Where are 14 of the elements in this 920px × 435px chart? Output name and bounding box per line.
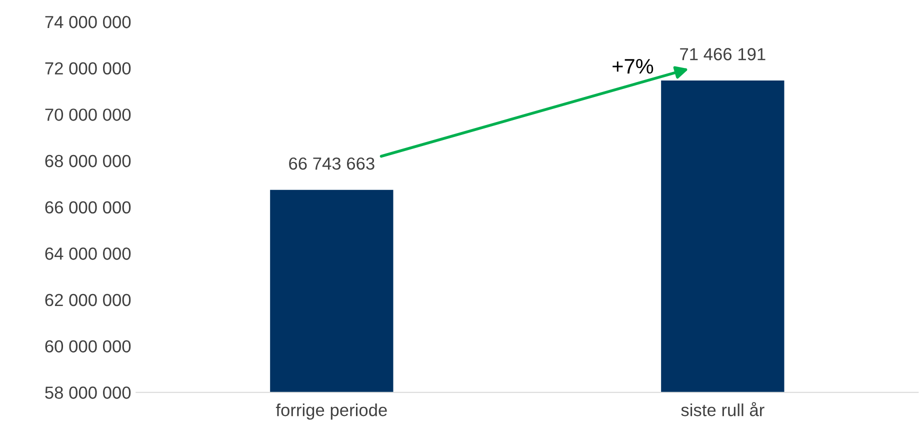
x-tick-label: forrige periode: [276, 403, 387, 420]
y-tick-label: 68 000 000: [45, 154, 131, 168]
data-label: 71 466 191: [680, 48, 766, 60]
y-tick-label: 58 000 000: [45, 386, 131, 399]
y-tick-label: 70 000 000: [45, 108, 131, 121]
y-tick-label: 62 000 000: [45, 294, 131, 306]
annotation: +7%: [612, 59, 654, 74]
y-tick-label: 72 000 000: [45, 62, 131, 75]
x-tick-label: siste rull år: [681, 402, 764, 416]
y-tick-label: 60 000 000: [45, 340, 131, 353]
data-label: 66 743 663: [289, 157, 374, 170]
y-tick-label: 66 000 000: [45, 201, 131, 214]
y-tick-label: 74 000 000: [45, 16, 131, 28]
y-tick-label: 64 000 000: [45, 248, 131, 260]
